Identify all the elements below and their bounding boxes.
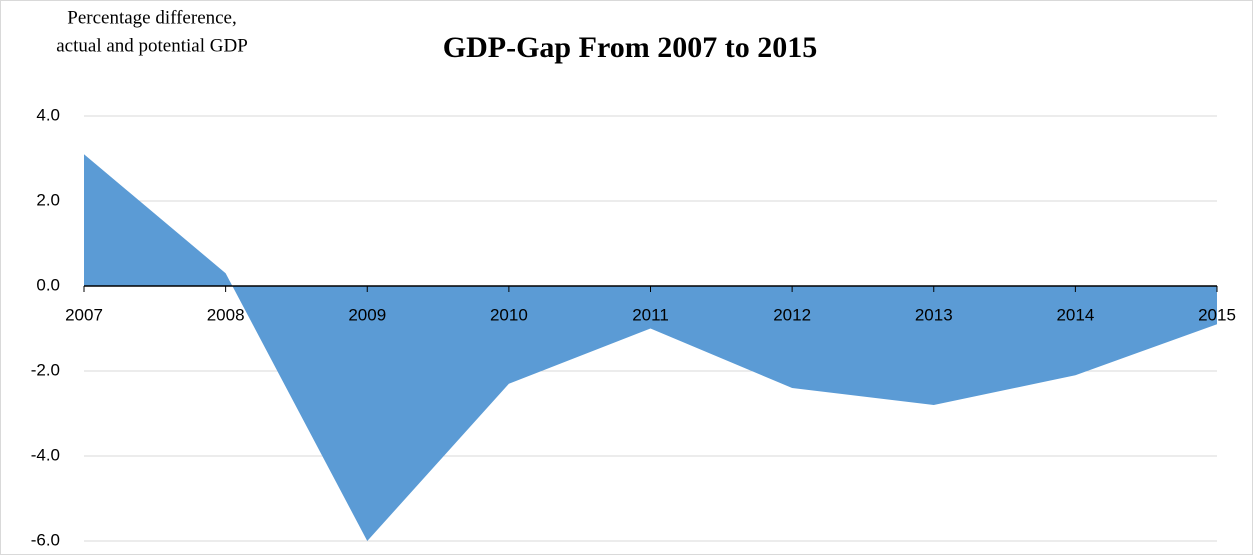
x-tick-label: 2009 bbox=[348, 305, 386, 324]
y-axis-label: Percentage difference, bbox=[67, 7, 237, 28]
x-tick-label: 2008 bbox=[207, 305, 245, 324]
chart-title: GDP-Gap From 2007 to 2015 bbox=[443, 31, 817, 64]
x-tick-label: 2015 bbox=[1198, 305, 1236, 324]
x-tick-label: 2013 bbox=[915, 305, 953, 324]
x-tick-label: 2014 bbox=[1056, 305, 1094, 324]
y-tick-label: -2.0 bbox=[31, 360, 60, 379]
area bbox=[84, 154, 1217, 541]
x-tick-label: 2007 bbox=[65, 305, 103, 324]
y-tick-label: 0.0 bbox=[36, 275, 60, 294]
y-tick-label: 2.0 bbox=[36, 190, 60, 209]
x-tick-label: 2010 bbox=[490, 305, 528, 324]
x-tick-label: 2012 bbox=[773, 305, 811, 324]
y-tick-label: -6.0 bbox=[31, 530, 60, 549]
y-tick-label: -4.0 bbox=[31, 445, 60, 464]
y-axis-label: actual and potential GDP bbox=[56, 35, 248, 56]
y-tick-label: 4.0 bbox=[36, 105, 60, 124]
x-tick-label: 2011 bbox=[632, 305, 669, 324]
